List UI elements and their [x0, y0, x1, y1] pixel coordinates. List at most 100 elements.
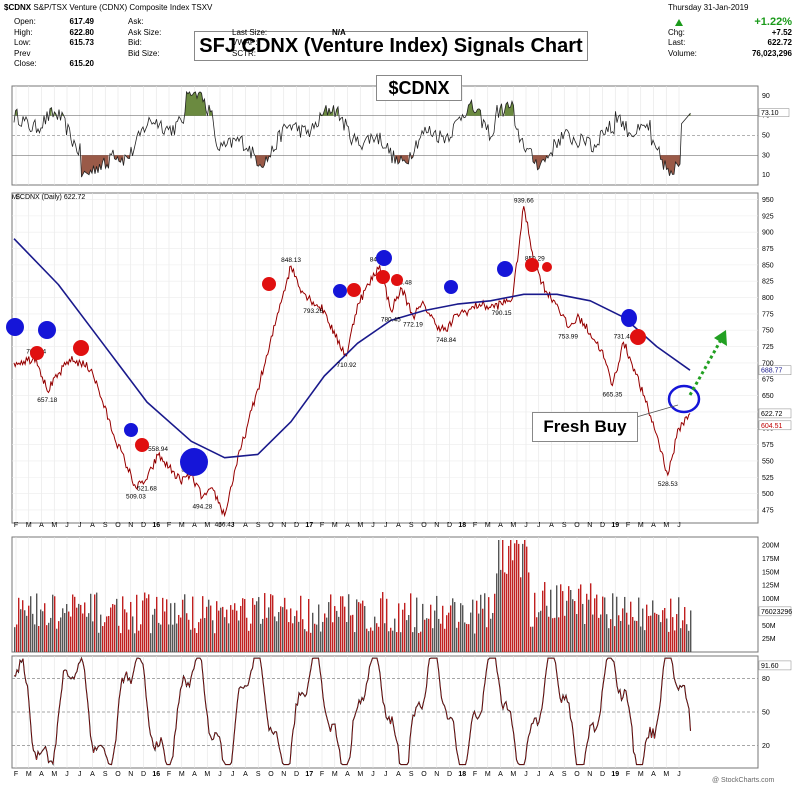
volume-bar — [282, 607, 284, 652]
volume-bar — [214, 633, 216, 652]
volume-bar — [558, 617, 560, 652]
volume-bar — [290, 608, 292, 652]
sell-signal-dot — [262, 277, 276, 291]
sell-signal-dot — [525, 258, 539, 272]
volume-bar — [172, 624, 174, 652]
volume-bar — [294, 616, 296, 652]
price-pivot-label: 748.84 — [436, 337, 456, 344]
volume-bar — [414, 627, 416, 652]
volume-bar — [300, 595, 302, 652]
volume-bar — [88, 613, 90, 652]
x-tick-label: O — [268, 771, 274, 778]
volume-bar — [268, 607, 270, 652]
volume-bar — [528, 572, 530, 652]
volume-bar — [52, 594, 54, 652]
volume-bar — [492, 613, 494, 652]
price-tick-label: 825 — [762, 279, 774, 286]
volume-bar — [420, 631, 422, 652]
quote-2: Low: 615.73 — [14, 38, 94, 47]
volume-bar — [510, 540, 512, 652]
volume-bar — [666, 618, 668, 652]
volume-bar — [338, 616, 340, 652]
rsi-overbought-fill — [500, 103, 502, 116]
volume-bar — [570, 590, 572, 652]
rsi-oversold-fill — [126, 155, 130, 159]
x-tick-label: 19 — [611, 771, 619, 778]
volume-bar — [526, 546, 528, 652]
volume-bar — [540, 610, 542, 652]
volume-bar — [232, 609, 234, 652]
price-tick-label: 575 — [762, 442, 774, 449]
volume-bar — [134, 633, 136, 652]
x-tick-label: S — [103, 771, 108, 778]
volume-bar — [684, 607, 686, 652]
volume-bar — [110, 607, 112, 652]
volume-bar — [468, 624, 470, 652]
volume-bar — [660, 622, 662, 652]
volume-bar — [646, 604, 648, 652]
volume-bar — [496, 573, 498, 652]
price-pivot-label: 466.43 — [215, 522, 235, 529]
volume-bar — [512, 560, 514, 652]
x-tick-label: M — [357, 771, 363, 778]
x-tick-label: J — [537, 771, 541, 778]
x-tick-label: J — [384, 522, 388, 529]
x-tick-label: D — [447, 771, 452, 778]
volume-bar — [594, 598, 596, 652]
x-tick-label: A — [243, 522, 248, 529]
volume-bar — [54, 596, 56, 652]
volume-bar — [116, 598, 118, 652]
volume-bar — [494, 593, 496, 652]
volume-bar — [516, 540, 518, 652]
price-pivot-label: 939.66 — [514, 197, 534, 204]
rsi-last-label: 73.10 — [761, 110, 779, 117]
volume-bar — [204, 617, 206, 652]
x-tick-label: F — [167, 771, 171, 778]
volume-bar — [342, 596, 344, 652]
volume-bar — [80, 604, 82, 652]
volume-bar — [262, 618, 264, 652]
volume-bar — [648, 616, 650, 652]
sell-signal-dot — [542, 262, 552, 272]
x-tick-label: 19 — [611, 522, 619, 529]
quote-3: Prev Close: 615.20 — [14, 48, 94, 68]
volume-bar — [62, 608, 64, 652]
x-tick-label: D — [294, 771, 299, 778]
volume-bar — [278, 612, 280, 652]
x-tick-label: A — [651, 771, 656, 778]
volume-bar — [308, 598, 310, 652]
x-tick-label: J — [78, 522, 82, 529]
volume-bar — [322, 621, 324, 652]
volume-bar — [502, 540, 504, 652]
volume-bar — [92, 621, 94, 652]
volume-bar — [340, 596, 342, 652]
volume-bar — [408, 615, 410, 652]
volume-bar — [626, 612, 628, 652]
x-tick-label: F — [473, 771, 477, 778]
buy-signal-dot — [444, 280, 458, 294]
x-tick-label: O — [574, 771, 580, 778]
volume-bar — [100, 614, 102, 652]
volume-bar — [410, 593, 412, 652]
osc-last-label: 91.60 — [761, 663, 779, 670]
arrow-head-icon — [714, 330, 727, 346]
x-tick-label: 17 — [305, 522, 313, 529]
volume-bar — [176, 623, 178, 652]
price-pivot-label: 848.13 — [281, 257, 301, 264]
volume-bar — [356, 599, 358, 652]
volume-bar — [316, 624, 318, 652]
price-bars — [13, 206, 691, 517]
volume-bar — [650, 615, 652, 652]
volume-bar — [550, 589, 552, 652]
volume-bar — [532, 626, 534, 652]
osc-tick-label: 20 — [762, 743, 770, 750]
sell-signal-dot — [376, 270, 390, 284]
volume-bar — [686, 624, 688, 652]
x-tick-label: S — [562, 522, 567, 529]
volume-bar — [150, 633, 152, 652]
x-tick-label: J — [218, 771, 222, 778]
buy-signal-dot — [376, 250, 392, 266]
volume-bar — [602, 596, 604, 652]
x-tick-label: M — [179, 522, 185, 529]
volume-bar — [178, 614, 180, 652]
